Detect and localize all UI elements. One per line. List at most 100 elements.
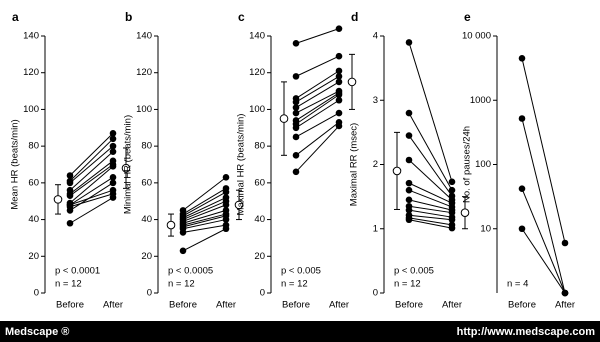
y-tick-label: 100	[136, 104, 152, 115]
y-tick-label: 0	[147, 288, 152, 299]
y-tick-label: 10 000	[462, 31, 491, 42]
y-tick-label: 3	[373, 95, 378, 106]
data-point	[405, 196, 413, 204]
y-tick-label: 40	[254, 214, 265, 225]
mean-point	[234, 200, 244, 210]
pair-line	[521, 58, 566, 244]
pair-line	[182, 209, 227, 224]
y-tick-label: 0	[373, 288, 378, 299]
panel-label: a	[12, 10, 19, 24]
y-tick-label: 40	[28, 214, 39, 225]
data-point	[448, 178, 456, 186]
data-point	[518, 54, 526, 62]
panel-label: e	[464, 10, 471, 24]
pair-line	[521, 188, 566, 294]
mean-point	[166, 220, 176, 230]
pair-line	[295, 28, 340, 44]
data-point	[222, 201, 230, 209]
data-point	[222, 188, 230, 196]
pair-line	[69, 182, 114, 211]
pair-line	[69, 151, 114, 191]
pair-line	[69, 138, 114, 182]
data-point	[66, 207, 74, 214]
data-point	[448, 186, 456, 194]
pair-line	[69, 176, 114, 206]
data-point	[109, 194, 117, 201]
y-tick-label: 1000	[470, 95, 491, 106]
pair-line	[182, 224, 227, 233]
data-point	[66, 179, 74, 187]
y-tick-label: 120	[23, 67, 39, 78]
data-point	[66, 219, 74, 227]
data-point	[292, 168, 300, 176]
data-point	[405, 186, 413, 194]
data-point	[561, 239, 569, 247]
data-point	[405, 39, 413, 46]
y-tick-label: 60	[141, 177, 152, 188]
pair-line	[182, 191, 227, 217]
x-tick-label: Before	[169, 300, 197, 311]
pair-line	[295, 90, 340, 114]
data-point	[518, 225, 526, 233]
y-tick-label: 100	[23, 104, 39, 115]
data-point	[292, 98, 300, 106]
y-axis-label: No. of pauses/24h	[462, 126, 473, 203]
pair-line	[295, 94, 340, 125]
y-axis-label: Minimal HR (beats/min)	[123, 115, 134, 214]
pair-line	[69, 189, 114, 206]
data-point	[109, 163, 117, 170]
y-tick-label: 60	[254, 177, 265, 188]
data-point	[222, 216, 230, 223]
pair-line	[295, 70, 340, 99]
pair-line	[69, 145, 114, 184]
pair-line	[182, 187, 227, 215]
pair-line	[408, 214, 453, 221]
x-tick-label: Before	[56, 300, 84, 311]
annotation: n = 12	[394, 279, 421, 290]
pair-line	[295, 75, 340, 103]
pair-line	[182, 219, 227, 230]
pair-line	[182, 213, 227, 226]
data-point	[335, 67, 343, 75]
data-point	[66, 192, 74, 200]
x-tick-label: After	[103, 300, 123, 311]
pair-line	[69, 160, 114, 195]
pair-line	[295, 55, 340, 77]
pair-line	[69, 164, 114, 197]
pair-line	[69, 132, 114, 176]
mean-point	[121, 163, 131, 173]
data-point	[335, 91, 343, 99]
pair-line	[182, 176, 227, 211]
y-tick-label: 4	[373, 31, 378, 42]
pair-line	[408, 205, 453, 214]
mean-point	[279, 114, 289, 123]
data-point	[405, 109, 413, 117]
data-point	[448, 216, 456, 224]
pair-line	[408, 199, 453, 211]
x-tick-label: After	[216, 300, 236, 311]
y-axis-label: Maximal HR (beats/min)	[236, 114, 247, 216]
data-point	[405, 179, 413, 187]
data-point	[335, 25, 343, 32]
y-tick-label: 80	[141, 141, 152, 152]
data-point	[335, 78, 343, 86]
y-tick-label: 100	[475, 159, 491, 170]
pair-line	[408, 42, 453, 182]
y-tick-label: 80	[254, 141, 265, 152]
pair-line	[182, 228, 227, 252]
y-tick-label: 10	[480, 223, 491, 234]
mean-point	[392, 166, 402, 176]
pair-line	[521, 228, 566, 294]
pair-line	[408, 219, 453, 229]
data-point	[405, 156, 413, 164]
data-point	[335, 122, 343, 130]
footer-bar	[0, 321, 600, 342]
data-point	[179, 229, 187, 236]
pair-line	[69, 193, 114, 208]
data-point	[292, 152, 300, 159]
pair-line	[295, 125, 340, 173]
footer-left: Medscape ®	[5, 326, 69, 338]
y-tick-label: 40	[141, 214, 152, 225]
data-point	[518, 115, 526, 122]
